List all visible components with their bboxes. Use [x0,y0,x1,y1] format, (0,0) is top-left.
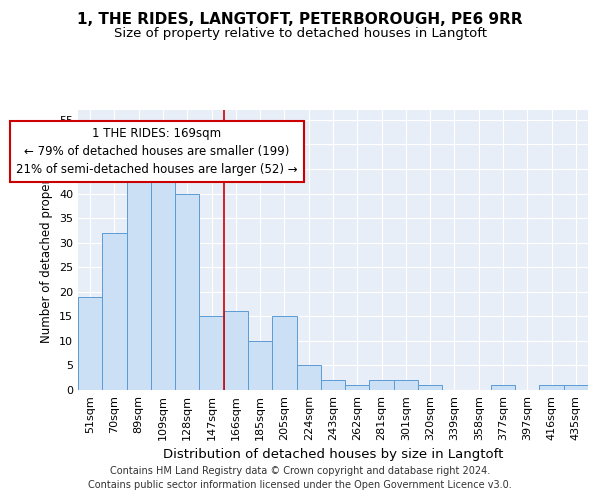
Y-axis label: Number of detached properties: Number of detached properties [40,157,53,343]
Bar [272,316,296,390]
Bar [78,296,102,390]
X-axis label: Distribution of detached houses by size in Langtoft: Distribution of detached houses by size … [163,448,503,462]
Bar [321,380,345,390]
Bar [127,169,151,390]
Bar [345,385,370,390]
Bar [199,316,224,390]
Bar [370,380,394,390]
Bar [491,385,515,390]
Bar [418,385,442,390]
Text: Contains HM Land Registry data © Crown copyright and database right 2024.
Contai: Contains HM Land Registry data © Crown c… [88,466,512,490]
Bar [296,366,321,390]
Bar [539,385,564,390]
Bar [224,312,248,390]
Bar [175,194,199,390]
Text: Size of property relative to detached houses in Langtoft: Size of property relative to detached ho… [113,28,487,40]
Text: 1, THE RIDES, LANGTOFT, PETERBOROUGH, PE6 9RR: 1, THE RIDES, LANGTOFT, PETERBOROUGH, PE… [77,12,523,28]
Bar [564,385,588,390]
Text: 1 THE RIDES: 169sqm
← 79% of detached houses are smaller (199)
21% of semi-detac: 1 THE RIDES: 169sqm ← 79% of detached ho… [16,127,298,176]
Bar [151,164,175,390]
Bar [102,233,127,390]
Bar [394,380,418,390]
Bar [248,341,272,390]
